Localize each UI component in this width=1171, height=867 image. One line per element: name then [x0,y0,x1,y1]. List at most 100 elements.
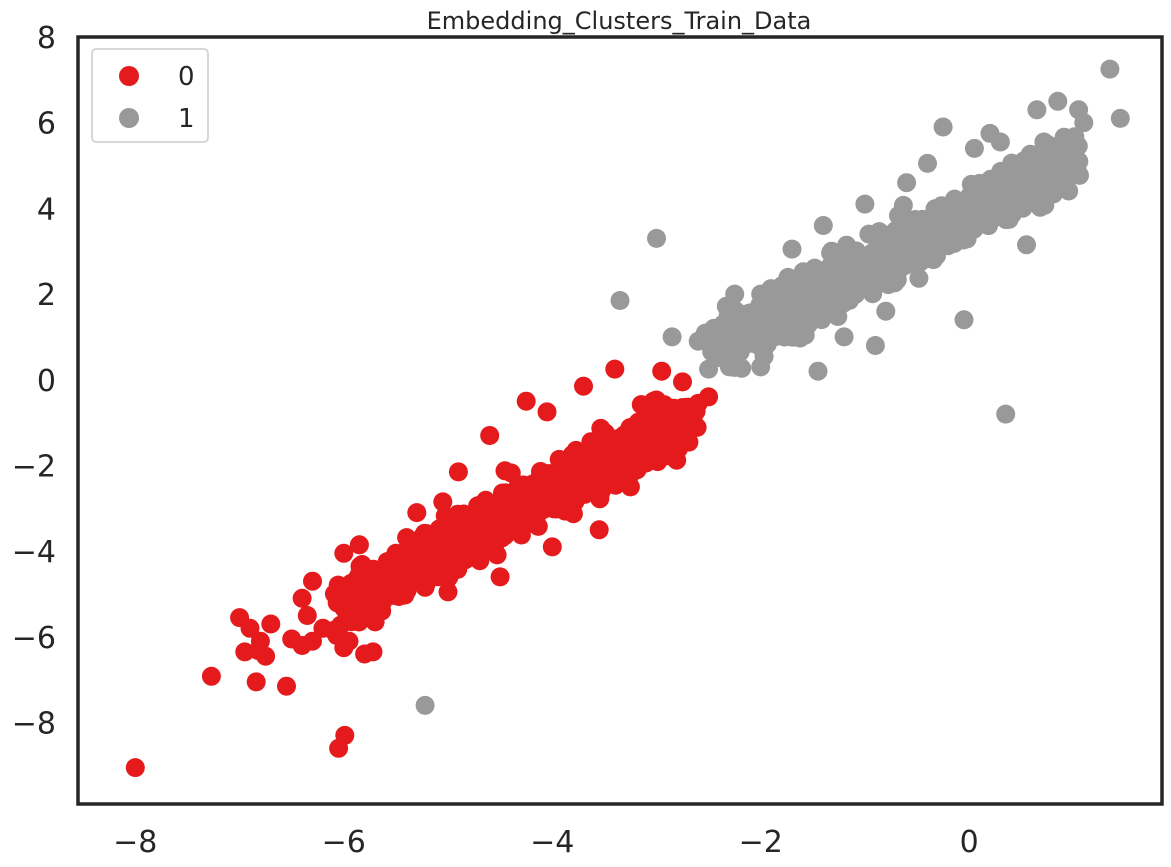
data-point [542,537,562,557]
legend-label-1: 1 [178,104,195,134]
data-point [662,411,682,431]
data-point [909,268,929,288]
data-point [387,557,407,577]
data-point [292,588,312,608]
data-point [699,359,719,379]
data-point [335,725,355,745]
data-point [662,327,682,347]
data-point [415,577,435,597]
data-point [349,535,369,555]
data-point [334,543,354,563]
data-point [808,361,828,381]
data-point [835,271,855,291]
data-point [859,259,879,279]
data-point [364,593,384,613]
data-point [793,262,813,282]
data-point [876,301,896,321]
data-point [1001,205,1021,225]
data-point [652,361,672,381]
data-point [363,571,383,591]
data-point [471,519,491,539]
data-point [511,525,531,545]
data-point [553,466,573,486]
data-point [897,173,917,193]
data-point [964,138,984,158]
data-point [918,153,937,173]
data-point [346,583,366,603]
data-point [1020,144,1040,164]
data-point [610,291,630,310]
data-point [569,470,589,490]
data-point [598,439,618,459]
data-point [718,326,738,346]
data-point [725,284,745,304]
y-tick-label: 6 [37,107,56,142]
points-layer [125,59,1130,778]
data-point [125,758,145,778]
data-point [855,194,875,214]
legend: 0 1 [91,48,209,143]
data-point [433,492,453,512]
data-point [818,274,837,294]
y-tick-label: −6 [12,621,56,656]
data-point [656,433,676,453]
data-point [673,372,692,392]
data-point [1100,59,1120,79]
data-point [339,631,359,651]
data-point [954,310,974,330]
data-point [323,621,343,640]
data-point [1027,100,1047,120]
plot-frame [76,35,1164,806]
data-point [435,550,455,570]
x-axis: −8 −6 −4 −2 0 [113,825,979,860]
data-point [782,239,802,259]
data-point [766,302,786,322]
data-point [620,418,640,438]
data-point [522,491,542,511]
data-point [990,132,1010,152]
data-point [590,485,610,505]
data-point [726,340,746,360]
data-point [901,221,921,241]
data-point [415,695,435,715]
data-point [635,422,655,442]
data-point [1048,91,1068,111]
data-point [647,228,666,248]
data-point [863,243,883,262]
data-point [833,290,852,310]
data-point [424,563,444,583]
data-point [891,244,911,264]
y-tick-label: −4 [12,535,56,570]
legend-marker-0 [119,66,139,86]
data-point [925,199,945,219]
data-point [1035,153,1055,173]
data-point [646,390,666,410]
data-point [802,280,822,300]
data-point [303,631,322,651]
data-point [933,117,953,137]
data-point [704,318,724,338]
data-point [537,402,557,422]
x-tick-label: −8 [113,825,157,860]
data-point [620,477,640,497]
data-point [1011,192,1031,212]
data-point [407,503,427,523]
data-point [751,284,771,304]
data-point [1053,168,1073,188]
data-point [834,327,854,347]
data-point [582,459,602,478]
chart-title: Embedding_Clusters_Train_Data [427,7,812,35]
data-point [277,676,296,696]
data-point [631,395,651,415]
data-point [248,641,268,661]
data-point [490,567,510,587]
data-point [784,277,804,297]
data-point [531,467,551,487]
data-point [865,336,885,355]
data-point [363,642,383,662]
data-point [496,483,516,503]
y-tick-label: 4 [37,192,56,227]
data-point [1017,235,1036,255]
data-point [927,246,946,266]
data-point [386,543,406,563]
